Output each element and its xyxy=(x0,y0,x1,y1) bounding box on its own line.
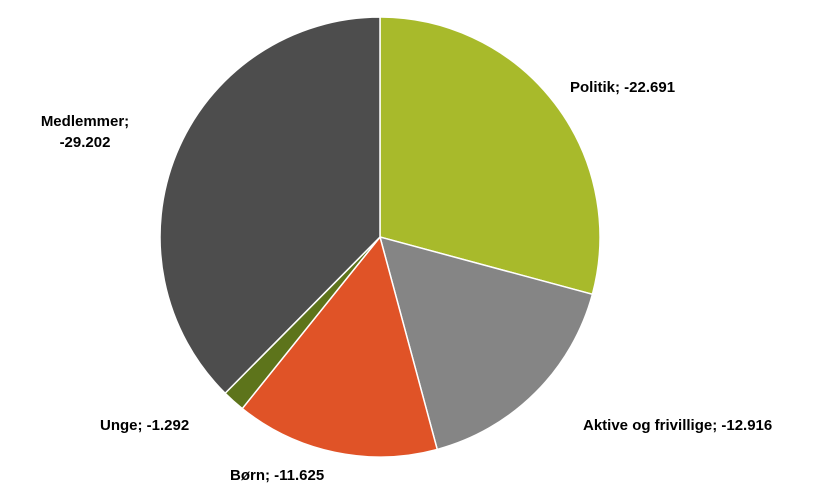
data-label-politik: Politik; -22.691 xyxy=(570,79,675,96)
data-label-børn: Børn; -11.625 xyxy=(230,467,324,484)
pie-slice-politik xyxy=(379,16,601,296)
data-label-medlemmer: Medlemmer; -29.202 xyxy=(41,113,129,151)
pie-slice-medlemmer xyxy=(159,16,381,395)
pie-slice-børn xyxy=(241,235,439,458)
pie-data-labels: Politik; -22.691 Aktive og frivillige; -1… xyxy=(41,79,772,484)
pie-slice-aktive-og-frivillige xyxy=(378,235,594,451)
pie-slices xyxy=(159,16,601,458)
data-label-aktive-og-frivillige: Aktive og frivillige; -12.916 xyxy=(583,417,772,434)
data-label-unge: Unge; -1.292 xyxy=(100,417,189,434)
